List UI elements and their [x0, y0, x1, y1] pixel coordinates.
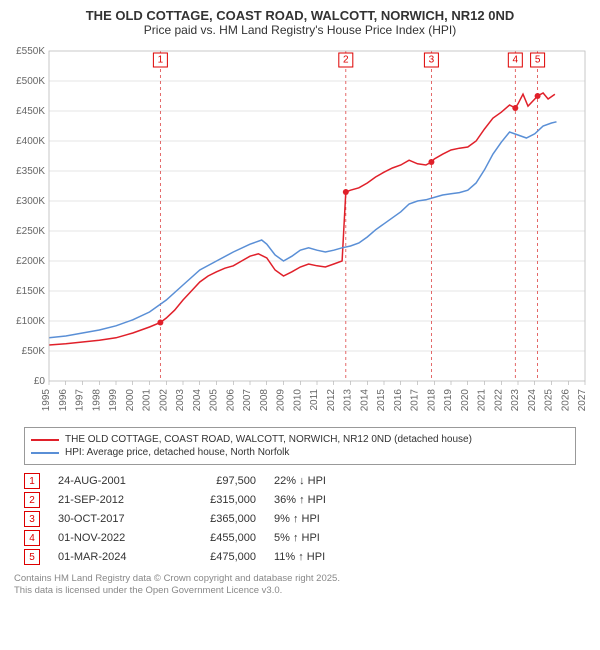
svg-text:2007: 2007 — [242, 389, 253, 412]
legend-label-series2: HPI: Average price, detached house, Nort… — [65, 447, 289, 458]
svg-text:£200K: £200K — [16, 256, 45, 267]
svg-text:2000: 2000 — [125, 389, 136, 412]
svg-text:2002: 2002 — [158, 389, 169, 412]
svg-text:£450K: £450K — [16, 106, 45, 117]
svg-text:£400K: £400K — [16, 136, 45, 147]
sale-price: £97,500 — [176, 475, 256, 487]
svg-text:2016: 2016 — [393, 389, 404, 412]
svg-text:1996: 1996 — [58, 389, 69, 412]
chart-title-block: THE OLD COTTAGE, COAST ROAD, WALCOTT, NO… — [0, 0, 600, 41]
svg-text:3: 3 — [429, 55, 435, 66]
sale-marker-box: 1 — [24, 473, 40, 489]
svg-text:2020: 2020 — [460, 389, 471, 412]
footer-line-2: This data is licensed under the Open Gov… — [14, 585, 586, 597]
sale-price: £315,000 — [176, 494, 256, 506]
svg-text:2003: 2003 — [175, 389, 186, 412]
svg-text:£150K: £150K — [16, 286, 45, 297]
legend-row-2: HPI: Average price, detached house, Nort… — [31, 447, 569, 458]
sale-delta: 9% ↑ HPI — [274, 513, 374, 525]
svg-text:4: 4 — [513, 55, 519, 66]
svg-text:2004: 2004 — [192, 389, 203, 412]
svg-text:2009: 2009 — [276, 389, 287, 412]
svg-text:2018: 2018 — [426, 389, 437, 412]
sale-date: 01-NOV-2022 — [58, 532, 158, 544]
svg-text:2008: 2008 — [259, 389, 270, 412]
svg-text:£0: £0 — [34, 376, 46, 387]
sale-date: 21-SEP-2012 — [58, 494, 158, 506]
sale-row: 4 01-NOV-2022 £455,000 5% ↑ HPI — [24, 530, 576, 546]
svg-text:2027: 2027 — [577, 389, 588, 412]
sale-price: £455,000 — [176, 532, 256, 544]
svg-text:2025: 2025 — [544, 389, 555, 412]
sale-date: 01-MAR-2024 — [58, 551, 158, 563]
legend: THE OLD COTTAGE, COAST ROAD, WALCOTT, NO… — [24, 427, 576, 465]
svg-text:£550K: £550K — [16, 46, 45, 57]
sale-delta: 36% ↑ HPI — [274, 494, 374, 506]
svg-text:2001: 2001 — [142, 389, 153, 412]
svg-text:2021: 2021 — [477, 389, 488, 412]
sale-marker-box: 4 — [24, 530, 40, 546]
svg-text:1997: 1997 — [75, 389, 86, 412]
svg-text:2017: 2017 — [410, 389, 421, 412]
svg-text:2011: 2011 — [309, 389, 320, 411]
svg-text:1999: 1999 — [108, 389, 119, 412]
svg-text:£500K: £500K — [16, 76, 45, 87]
svg-text:1995: 1995 — [41, 389, 52, 412]
sale-row: 1 24-AUG-2001 £97,500 22% ↓ HPI — [24, 473, 576, 489]
svg-text:£250K: £250K — [16, 226, 45, 237]
sale-marker-box: 2 — [24, 492, 40, 508]
svg-text:2023: 2023 — [510, 389, 521, 412]
svg-text:2022: 2022 — [493, 389, 504, 412]
svg-text:2015: 2015 — [376, 389, 387, 412]
sale-row: 2 21-SEP-2012 £315,000 36% ↑ HPI — [24, 492, 576, 508]
svg-text:2005: 2005 — [209, 389, 220, 412]
sale-delta: 5% ↑ HPI — [274, 532, 374, 544]
sale-date: 24-AUG-2001 — [58, 475, 158, 487]
footer-line-1: Contains HM Land Registry data © Crown c… — [14, 573, 586, 585]
sales-table: 1 24-AUG-2001 £97,500 22% ↓ HPI 2 21-SEP-2012… — [24, 473, 576, 565]
svg-text:2: 2 — [343, 55, 349, 66]
sale-delta: 22% ↓ HPI — [274, 475, 374, 487]
sale-date: 30-OCT-2017 — [58, 513, 158, 525]
sale-delta: 11% ↑ HPI — [274, 551, 374, 563]
svg-text:5: 5 — [535, 55, 541, 66]
sale-marker-box: 3 — [24, 511, 40, 527]
svg-text:2014: 2014 — [359, 389, 370, 412]
sale-row: 3 30-OCT-2017 £365,000 9% ↑ HPI — [24, 511, 576, 527]
legend-row-1: THE OLD COTTAGE, COAST ROAD, WALCOTT, NO… — [31, 434, 569, 445]
svg-text:£100K: £100K — [16, 316, 45, 327]
sale-price: £365,000 — [176, 513, 256, 525]
svg-text:2010: 2010 — [292, 389, 303, 412]
legend-label-series1: THE OLD COTTAGE, COAST ROAD, WALCOTT, NO… — [65, 434, 472, 445]
svg-text:2012: 2012 — [326, 389, 337, 412]
svg-text:2006: 2006 — [225, 389, 236, 412]
svg-text:£350K: £350K — [16, 166, 45, 177]
svg-text:2026: 2026 — [560, 389, 571, 412]
footer: Contains HM Land Registry data © Crown c… — [14, 573, 586, 598]
legend-swatch-series2 — [31, 452, 59, 454]
title-line-2: Price paid vs. HM Land Registry's House … — [10, 23, 590, 37]
svg-text:2024: 2024 — [527, 389, 538, 412]
price-chart-svg: £0 £50K £100K £150K £200K £250K £300K £350K £400… — [5, 41, 595, 421]
sale-marker-box: 5 — [24, 549, 40, 565]
sale-price: £475,000 — [176, 551, 256, 563]
title-line-1: THE OLD COTTAGE, COAST ROAD, WALCOTT, NO… — [10, 8, 590, 23]
sale-row: 5 01-MAR-2024 £475,000 11% ↑ HPI — [24, 549, 576, 565]
svg-text:2013: 2013 — [343, 389, 354, 412]
svg-text:1: 1 — [158, 55, 164, 66]
svg-text:2019: 2019 — [443, 389, 454, 412]
svg-text:1998: 1998 — [91, 389, 102, 412]
legend-swatch-series1 — [31, 439, 59, 441]
svg-text:£50K: £50K — [22, 346, 46, 357]
chart-area: £0 £50K £100K £150K £200K £250K £300K £350K £400… — [5, 41, 595, 421]
svg-text:£300K: £300K — [16, 196, 45, 207]
